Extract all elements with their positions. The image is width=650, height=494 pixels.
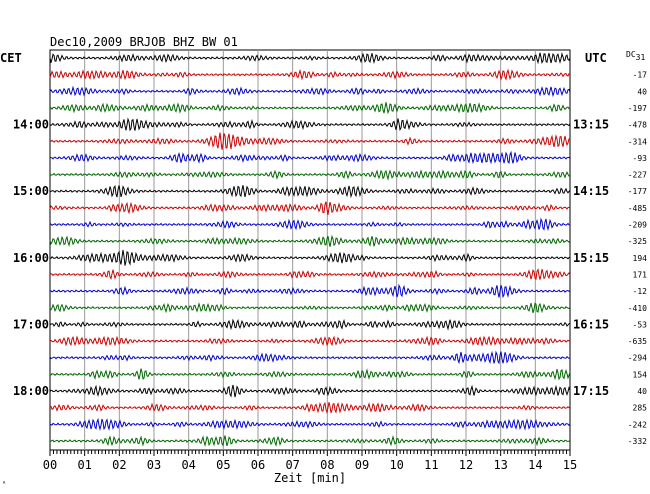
dc-offset-label: -53 <box>633 320 648 329</box>
x-axis-label: Zeit [min] <box>274 471 346 485</box>
dc-label-main: DC <box>626 50 636 59</box>
trace-19 <box>49 368 571 381</box>
trace-14 <box>49 283 571 299</box>
traces <box>49 51 571 447</box>
trace-16 <box>49 318 571 331</box>
x-tick-label: 01 <box>77 458 91 472</box>
dc-label-sub: 31 <box>636 53 646 62</box>
trace-0 <box>49 51 571 65</box>
trace-22 <box>49 417 571 432</box>
utc-time-label: 16:15 <box>573 317 609 331</box>
dc-offset-label: 40 <box>637 387 647 396</box>
cet-time-label: 15:00 <box>13 184 49 198</box>
dc-offset-label: -209 <box>628 221 647 230</box>
dc-offset-label: -197 <box>628 104 647 113</box>
dc-offset-label: -93 <box>633 154 648 163</box>
trace-11 <box>49 234 571 247</box>
x-tick-label: 04 <box>181 458 195 472</box>
dc-offset-label: 285 <box>633 404 648 413</box>
x-tick-label: 08 <box>320 458 334 472</box>
trace-10 <box>49 217 571 232</box>
grid <box>49 49 571 456</box>
trace-12 <box>49 249 571 266</box>
cet-time-label: 14:00 <box>13 118 49 132</box>
x-tick-label: 07 <box>285 458 299 472</box>
utc-axis-label: UTC <box>585 51 607 65</box>
trace-2 <box>49 85 571 98</box>
dc-offset-label: 154 <box>633 370 648 379</box>
trace-8 <box>49 185 571 199</box>
utc-time-label: 17:15 <box>573 384 609 398</box>
x-tick-label: 06 <box>251 458 265 472</box>
trace-23 <box>49 434 571 447</box>
x-tick-label: 11 <box>424 458 438 472</box>
dc-offset-label: -12 <box>633 287 648 296</box>
corner-mark: ᴬ <box>2 479 6 488</box>
x-tick-label: 00 <box>43 458 57 472</box>
cet-time-label: 18:00 <box>13 384 49 398</box>
dc-offset-label: -227 <box>628 171 647 180</box>
dc-offset-label: -332 <box>628 437 647 446</box>
cet-time-label: 17:00 <box>13 317 49 331</box>
x-tick-label: 05 <box>216 458 230 472</box>
dc-offset-label: 194 <box>633 254 648 263</box>
trace-17 <box>49 335 571 347</box>
x-tick-label: 15 <box>563 458 577 472</box>
x-tick-label: 03 <box>147 458 161 472</box>
trace-6 <box>49 150 571 165</box>
trace-3 <box>49 102 571 115</box>
trace-20 <box>49 384 571 398</box>
trace-1 <box>49 68 571 81</box>
dc-offset-label: -410 <box>628 304 647 313</box>
x-tick-label: 10 <box>389 458 403 472</box>
trace-5 <box>49 132 571 150</box>
x-tick-label: 02 <box>112 458 126 472</box>
dc-offset-label: -294 <box>628 354 647 363</box>
utc-time-label: 13:15 <box>573 118 609 132</box>
trace-4 <box>49 117 571 132</box>
trace-9 <box>49 201 571 215</box>
dc-offset-label: -478 <box>628 121 647 130</box>
x-tick-label: 14 <box>528 458 542 472</box>
trace-13 <box>49 267 571 281</box>
x-tick-label: 13 <box>493 458 507 472</box>
trace-21 <box>49 401 571 415</box>
dc-offset-label: 171 <box>633 270 648 279</box>
dc-offset-label: -485 <box>628 204 647 213</box>
dc-offset-label: 40 <box>637 87 647 96</box>
dc-offset-label: -635 <box>628 337 647 346</box>
trace-18 <box>49 350 571 365</box>
labels: Dec10,2009 BRJOB BHZ BW 01 CET UTC DC31 … <box>0 35 647 488</box>
x-tick-label: 12 <box>459 458 473 472</box>
plot-frame <box>49 49 571 451</box>
chart-title: Dec10,2009 BRJOB BHZ BW 01 <box>50 35 238 49</box>
dc-offset-label: -314 <box>628 137 647 146</box>
x-tick-label: 09 <box>355 458 369 472</box>
dc-offset-label: -177 <box>628 187 647 196</box>
dc-offset-label: -242 <box>628 420 647 429</box>
utc-time-label: 15:15 <box>573 251 609 265</box>
utc-time-label: 14:15 <box>573 184 609 198</box>
dc-label: DC31 <box>626 50 645 62</box>
dc-offset-label: -325 <box>628 237 647 246</box>
cet-axis-label: CET <box>0 51 22 65</box>
dc-offset-label: -17 <box>633 71 648 80</box>
trace-15 <box>49 302 571 314</box>
cet-time-label: 16:00 <box>13 251 49 265</box>
trace-7 <box>49 169 571 181</box>
